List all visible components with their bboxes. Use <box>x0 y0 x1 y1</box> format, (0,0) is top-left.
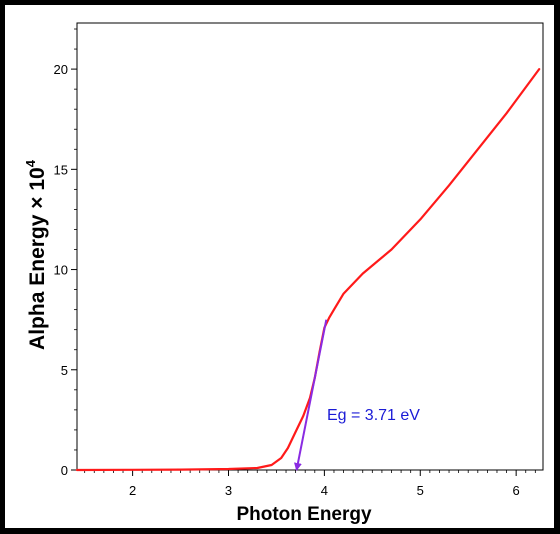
y-tick-label: 5 <box>61 363 68 378</box>
x-tick-label: 4 <box>321 483 328 498</box>
ticks: 2 3 4 5 6 0 5 10 15 20 <box>54 28 536 498</box>
y-axis-title: Alpha Energy × 104 <box>23 159 49 350</box>
y-axis-title-main: Alpha Energy × 10 <box>26 167 49 350</box>
eg-arrow <box>294 319 328 471</box>
x-tick-label: 3 <box>225 483 232 498</box>
axes <box>76 22 544 471</box>
y-tick-label: 20 <box>54 62 68 77</box>
x-tick-label: 6 <box>513 483 520 498</box>
x-tick-label: 2 <box>129 483 136 498</box>
x-tick-label: 5 <box>417 483 424 498</box>
plot-area-border <box>76 22 544 471</box>
x-axis-title: Photon Energy <box>236 504 372 525</box>
chart-frame <box>5 5 554 528</box>
annotation: Eg = 3.71 eV <box>294 319 420 471</box>
y-tick-label: 0 <box>61 463 68 478</box>
eg-label: Eg = 3.71 eV <box>327 407 420 424</box>
y-tick-label: 10 <box>54 263 68 278</box>
y-tick-label: 15 <box>54 162 68 177</box>
y-axis-title-exponent: 4 <box>23 159 38 167</box>
